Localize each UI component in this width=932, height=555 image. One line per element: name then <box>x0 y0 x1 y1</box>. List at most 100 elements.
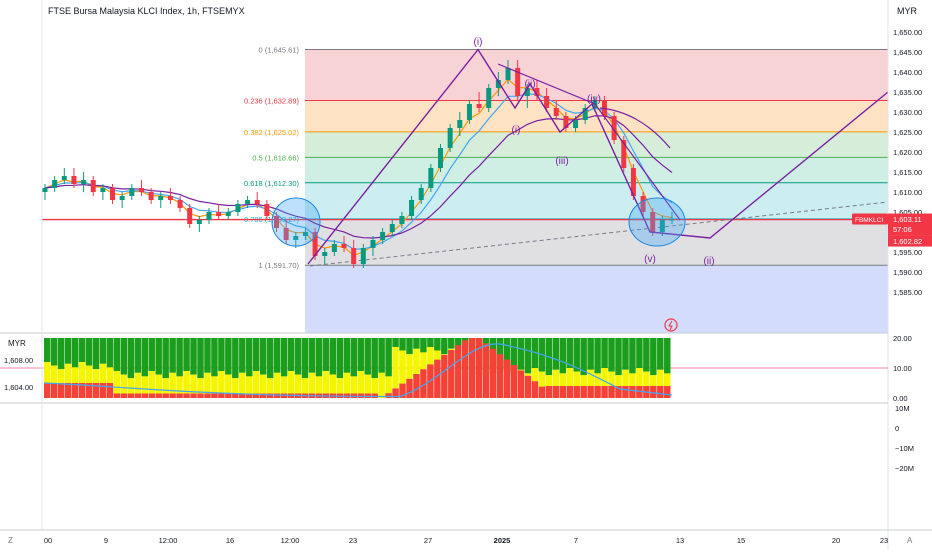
time-tick-label: 2025 <box>494 536 511 545</box>
osc-bar-red <box>371 393 378 398</box>
trend-line <box>309 201 889 267</box>
osc-bar-yellow <box>204 372 211 394</box>
osc-bar-yellow <box>357 371 364 394</box>
osc-bar-red <box>253 393 260 398</box>
osc-bar-green <box>364 338 371 375</box>
candle-body <box>196 220 202 224</box>
osc-bar-yellow <box>559 373 566 386</box>
osc-bar-red <box>148 393 155 398</box>
osc-bar-green <box>496 338 504 368</box>
osc-bar-red <box>113 393 121 398</box>
osc-bar-green <box>71 338 79 368</box>
osc-bar-red <box>239 393 246 398</box>
osc-bar-red <box>503 359 511 398</box>
osc-bar-green <box>559 338 566 374</box>
time-axis[interactable]: 00 9 12:00 16 12:00 23 27 2025 7 13 15 20 23 Z A <box>8 0 913 545</box>
osc-bar-yellow <box>190 374 197 394</box>
z-button[interactable]: Z <box>8 536 13 545</box>
candle-body <box>495 80 501 88</box>
candle-body <box>254 200 260 204</box>
osc-bar-red <box>127 393 135 398</box>
osc-bar-yellow <box>350 376 357 394</box>
osc-bar-yellow <box>64 363 72 383</box>
price-axis[interactable]: MYR 1,650.00 1,645.00 1,640.00 1,635.00 1,63… <box>852 0 932 550</box>
osc-bar-green <box>64 338 72 364</box>
osc-bar-green <box>636 338 643 368</box>
candle-body <box>100 188 106 192</box>
time-tick-label: 20 <box>832 536 840 545</box>
osc-bar-red <box>657 386 664 398</box>
osc-bar-yellow <box>197 378 204 394</box>
osc-bar-red <box>92 383 100 398</box>
osc-bar-yellow <box>399 350 406 384</box>
oscillator-pane[interactable]: MYR 20.00 10.00 0.00 1,608.00 1,604.00 <box>0 334 912 403</box>
osc-bar-red <box>441 354 448 398</box>
osc-bar-green <box>336 338 344 379</box>
osc-bar-red <box>266 393 274 398</box>
osc-bar-yellow <box>57 369 65 383</box>
candle-body <box>293 236 299 240</box>
fib-level-label: 0.382 (1,625.02) <box>244 128 300 137</box>
osc-bar-yellow <box>239 372 246 394</box>
candle-body <box>225 212 231 216</box>
volume-tick-label: 0 <box>895 424 899 433</box>
osc-bar-red <box>406 378 413 398</box>
osc-bar-yellow <box>71 367 79 383</box>
osc-bar-red <box>524 375 532 398</box>
alert-icon <box>664 318 678 332</box>
osc-bar-red <box>134 393 142 398</box>
osc-bar-yellow <box>622 369 629 386</box>
volume-pane[interactable]: 10M 0 −10M −20M <box>895 404 914 473</box>
price-tick-label: 1,585.00 <box>893 288 922 297</box>
osc-left-tick-label: 1,604.00 <box>4 383 33 392</box>
candle-body <box>81 180 87 184</box>
a-button[interactable]: A <box>907 536 913 545</box>
osc-bar-red <box>475 338 483 398</box>
osc-bar-yellow <box>573 371 580 386</box>
osc-left-tick-label: 1,608.00 <box>4 356 33 365</box>
main-price-pane[interactable]: 0 (1,645.61) 0.236 (1,632.89) 0.382 (1,625… <box>42 6 889 333</box>
osc-bar-red <box>517 370 525 398</box>
last-price-badge <box>888 213 932 236</box>
osc-bar-yellow <box>664 373 671 386</box>
candle-body <box>447 128 453 148</box>
time-tick-label: 23 <box>880 536 888 545</box>
candle-body <box>61 176 67 180</box>
osc-bar-red <box>99 383 107 398</box>
osc-bar-yellow <box>413 348 420 374</box>
candle-body <box>630 168 636 196</box>
osc-bar-yellow <box>99 363 107 383</box>
fib-zone <box>305 182 888 219</box>
time-tick-label: 9 <box>104 536 108 545</box>
osc-bar-green <box>273 338 281 373</box>
candle-body <box>90 180 96 192</box>
osc-bar-green <box>134 338 142 373</box>
candle-body <box>158 196 164 200</box>
osc-bar-red <box>176 393 183 398</box>
osc-bar-red <box>357 393 364 398</box>
osc-bar-yellow <box>657 369 664 386</box>
fib-level-label: 0 (1,645.61) <box>259 46 300 55</box>
candle-body <box>71 176 77 184</box>
osc-bar-green <box>315 338 323 377</box>
candle-body <box>187 208 193 224</box>
osc-bar-red <box>622 386 629 398</box>
osc-bar-red <box>232 393 239 398</box>
osc-bar-yellow <box>650 375 657 386</box>
time-tick-label: 12:00 <box>281 536 300 545</box>
osc-bar-green <box>392 338 399 347</box>
osc-bar-red <box>566 386 573 398</box>
volume-tick-label: 10M <box>895 404 910 413</box>
osc-bar-red <box>190 393 197 398</box>
wave-label: (i) <box>474 37 483 48</box>
candles <box>42 60 675 268</box>
candle-body <box>659 220 665 232</box>
osc-bar-yellow <box>392 347 399 389</box>
osc-bar-yellow <box>162 378 169 394</box>
osc-bar-red <box>392 388 399 398</box>
candle-body <box>119 196 125 200</box>
osc-bar-green <box>301 338 309 379</box>
osc-bar-green <box>225 338 232 375</box>
candle-body <box>148 192 154 200</box>
osc-bar-yellow <box>448 348 455 350</box>
